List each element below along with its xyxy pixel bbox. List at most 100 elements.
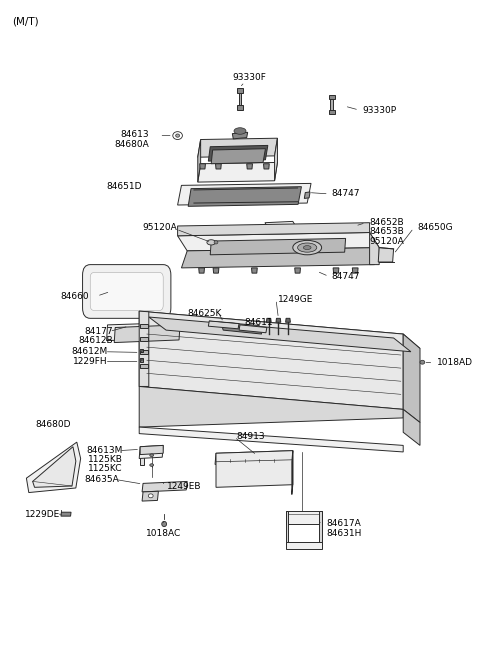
Text: 1229DE: 1229DE bbox=[25, 510, 60, 519]
Text: 84612B: 84612B bbox=[78, 336, 113, 345]
Polygon shape bbox=[178, 183, 311, 205]
Polygon shape bbox=[403, 334, 420, 422]
Polygon shape bbox=[319, 511, 322, 544]
Polygon shape bbox=[33, 447, 76, 487]
Polygon shape bbox=[239, 325, 267, 333]
Text: 84611: 84611 bbox=[245, 318, 274, 327]
FancyBboxPatch shape bbox=[90, 272, 163, 310]
Polygon shape bbox=[270, 229, 293, 238]
Polygon shape bbox=[304, 192, 310, 198]
Text: 84680A: 84680A bbox=[114, 140, 149, 149]
Polygon shape bbox=[61, 512, 71, 516]
Polygon shape bbox=[216, 164, 221, 169]
Text: 84631H: 84631H bbox=[326, 529, 362, 538]
Polygon shape bbox=[286, 318, 290, 322]
Text: 84617A: 84617A bbox=[326, 519, 361, 529]
Ellipse shape bbox=[214, 241, 218, 244]
Text: 1125KC: 1125KC bbox=[88, 464, 122, 474]
Polygon shape bbox=[198, 138, 277, 157]
Polygon shape bbox=[140, 324, 148, 328]
Polygon shape bbox=[199, 268, 204, 273]
Ellipse shape bbox=[176, 134, 180, 137]
Ellipse shape bbox=[140, 350, 142, 352]
Text: 95120A: 95120A bbox=[143, 223, 178, 233]
Polygon shape bbox=[142, 481, 187, 492]
Ellipse shape bbox=[140, 359, 142, 361]
Ellipse shape bbox=[148, 494, 153, 498]
Text: 84653B: 84653B bbox=[370, 227, 404, 236]
Text: 1249EB: 1249EB bbox=[167, 481, 202, 491]
Polygon shape bbox=[239, 90, 241, 106]
Polygon shape bbox=[178, 223, 370, 236]
Polygon shape bbox=[329, 95, 335, 99]
Polygon shape bbox=[198, 140, 201, 182]
Polygon shape bbox=[26, 442, 81, 493]
Polygon shape bbox=[286, 542, 322, 549]
Text: 1249GE: 1249GE bbox=[278, 295, 314, 304]
Polygon shape bbox=[208, 145, 268, 161]
Polygon shape bbox=[215, 451, 293, 464]
Text: 84652B: 84652B bbox=[370, 218, 404, 227]
Text: 84650G: 84650G bbox=[418, 223, 453, 233]
Polygon shape bbox=[295, 268, 300, 273]
Ellipse shape bbox=[298, 243, 317, 252]
Text: 84613: 84613 bbox=[120, 130, 149, 139]
Ellipse shape bbox=[173, 132, 182, 140]
Polygon shape bbox=[275, 138, 277, 181]
Ellipse shape bbox=[150, 464, 154, 466]
Polygon shape bbox=[292, 451, 293, 495]
Polygon shape bbox=[149, 317, 411, 352]
Text: (M/T): (M/T) bbox=[12, 16, 38, 26]
Polygon shape bbox=[210, 238, 346, 255]
Polygon shape bbox=[114, 325, 180, 343]
Polygon shape bbox=[140, 337, 148, 341]
Polygon shape bbox=[330, 98, 333, 111]
Polygon shape bbox=[403, 409, 420, 445]
Polygon shape bbox=[211, 149, 265, 164]
Text: 84625K: 84625K bbox=[187, 309, 222, 318]
Polygon shape bbox=[188, 187, 301, 206]
Ellipse shape bbox=[150, 454, 154, 457]
Polygon shape bbox=[140, 364, 148, 368]
Text: 1125KB: 1125KB bbox=[87, 455, 122, 464]
Polygon shape bbox=[139, 445, 163, 458]
Text: 84612M: 84612M bbox=[72, 347, 108, 356]
Polygon shape bbox=[142, 491, 158, 501]
Text: 1018AC: 1018AC bbox=[145, 529, 181, 538]
Text: 1229FH: 1229FH bbox=[73, 357, 108, 366]
Polygon shape bbox=[139, 427, 403, 452]
Text: 84747: 84747 bbox=[331, 189, 360, 198]
Polygon shape bbox=[276, 318, 281, 322]
Text: 84747: 84747 bbox=[331, 272, 360, 281]
Polygon shape bbox=[378, 248, 394, 262]
Polygon shape bbox=[370, 233, 379, 265]
Polygon shape bbox=[107, 322, 187, 341]
Text: 84613M: 84613M bbox=[86, 446, 122, 455]
Polygon shape bbox=[237, 88, 243, 93]
Text: 84680D: 84680D bbox=[35, 420, 71, 429]
Ellipse shape bbox=[303, 246, 311, 250]
Ellipse shape bbox=[420, 360, 425, 364]
Text: 84913: 84913 bbox=[236, 432, 265, 441]
Text: 93330F: 93330F bbox=[233, 73, 266, 82]
Text: 93330P: 93330P bbox=[362, 105, 396, 115]
Polygon shape bbox=[139, 311, 149, 386]
Polygon shape bbox=[181, 248, 379, 268]
Text: 95120A: 95120A bbox=[370, 236, 404, 246]
Polygon shape bbox=[286, 511, 322, 524]
Polygon shape bbox=[266, 318, 271, 322]
Polygon shape bbox=[329, 110, 335, 114]
Polygon shape bbox=[247, 164, 252, 169]
Ellipse shape bbox=[293, 240, 322, 255]
Ellipse shape bbox=[162, 521, 167, 527]
Polygon shape bbox=[286, 511, 288, 544]
Polygon shape bbox=[208, 321, 239, 329]
Polygon shape bbox=[139, 311, 403, 409]
Polygon shape bbox=[139, 386, 403, 427]
Polygon shape bbox=[140, 445, 163, 455]
Polygon shape bbox=[333, 268, 339, 273]
Polygon shape bbox=[139, 311, 420, 348]
Text: 84635A: 84635A bbox=[84, 475, 119, 484]
Polygon shape bbox=[178, 233, 379, 251]
Polygon shape bbox=[140, 358, 143, 362]
